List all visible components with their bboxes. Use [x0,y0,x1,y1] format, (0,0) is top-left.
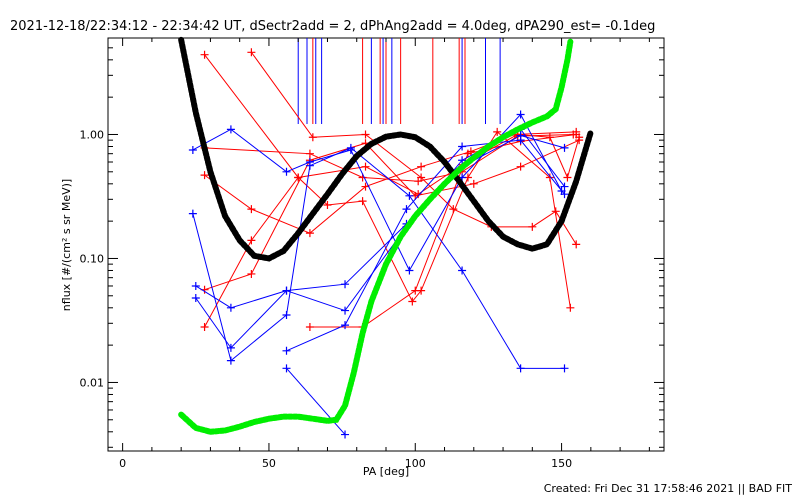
data-point [358,197,367,206]
series-line [286,367,346,435]
data-point [463,149,472,158]
data-point [560,190,569,199]
footer-created: Created: Fri Dec 31 17:58:46 2021 || BAD… [544,482,793,495]
data-point [341,430,350,439]
data-point [247,205,256,214]
series-line [192,147,565,369]
data-point [226,125,235,134]
data-point [341,280,350,289]
data-point [341,321,350,330]
data-point [411,286,420,295]
data-point [516,110,525,119]
data-point [282,364,291,373]
data-point [575,136,584,145]
series-line [204,54,571,308]
data-point [226,343,235,352]
data-point [566,303,575,312]
data-point [191,293,200,302]
data-point [458,266,467,275]
axes: 0 50 100 150 0.01 0.10 1.00 [80,38,664,470]
y-tick-label: 0.01 [80,376,105,389]
data-point [361,162,370,171]
series-line [204,133,580,328]
data-point [551,207,560,216]
data-point [417,162,426,171]
data-point [560,143,569,152]
fit-curves [178,36,594,435]
data-point [361,130,370,139]
data-point [282,310,291,319]
data-point [282,167,291,176]
data-point [247,48,256,57]
y-tick-label: 0.10 [80,252,105,265]
data-point [200,171,209,180]
data-point [405,266,414,275]
chart-title: 2021-12-18/22:34:12 - 22:34:42 UT, dSect… [10,19,655,34]
series-line [204,139,580,291]
data-point [323,200,332,209]
data-point [346,145,355,154]
data-point [200,323,209,332]
data-point [516,136,525,145]
data-point [414,177,423,186]
x-axis-label: PA [deg] [363,465,409,478]
data-point [560,364,569,373]
vertical-markers [297,38,501,124]
data-point [449,205,458,214]
black-fit-curve [178,36,594,262]
data-point [408,297,417,306]
data-point [247,236,256,245]
data-point [282,286,291,295]
data-point [402,205,411,214]
series-line [204,131,577,234]
data-point [282,346,291,355]
data-point [200,50,209,59]
data-point [405,191,414,200]
data-point [188,209,197,218]
y-tick-label: 1.00 [80,128,105,141]
data-point [226,303,235,312]
data-point [341,306,350,315]
x-tick-label: 0 [119,457,126,470]
data-point [528,222,537,231]
data-point [188,145,197,154]
x-tick-label: 50 [262,457,276,470]
data-point [226,356,235,365]
data-point [516,364,525,373]
data-series [188,48,584,439]
data-point [572,130,581,139]
data-point [191,281,200,290]
x-tick-label: 100 [405,457,426,470]
data-point [560,182,569,191]
data-point [247,269,256,278]
data-point [308,133,317,142]
data-point [563,173,572,182]
data-point [458,156,467,165]
green-fit-curve [178,38,574,435]
series-line [309,133,577,328]
data-point [305,157,314,166]
x-tick-label: 150 [551,457,572,470]
series-line [286,139,565,352]
data-point [572,240,581,249]
data-point [458,142,467,151]
plot-area [107,36,665,452]
data-point [493,127,502,136]
data-point [305,229,314,238]
y-axis-label: nflux [#/(cm² s sr MeV)] [60,179,73,311]
data-point [305,323,314,332]
data-point [516,162,525,171]
data-point [545,173,554,182]
data-point [469,179,478,188]
